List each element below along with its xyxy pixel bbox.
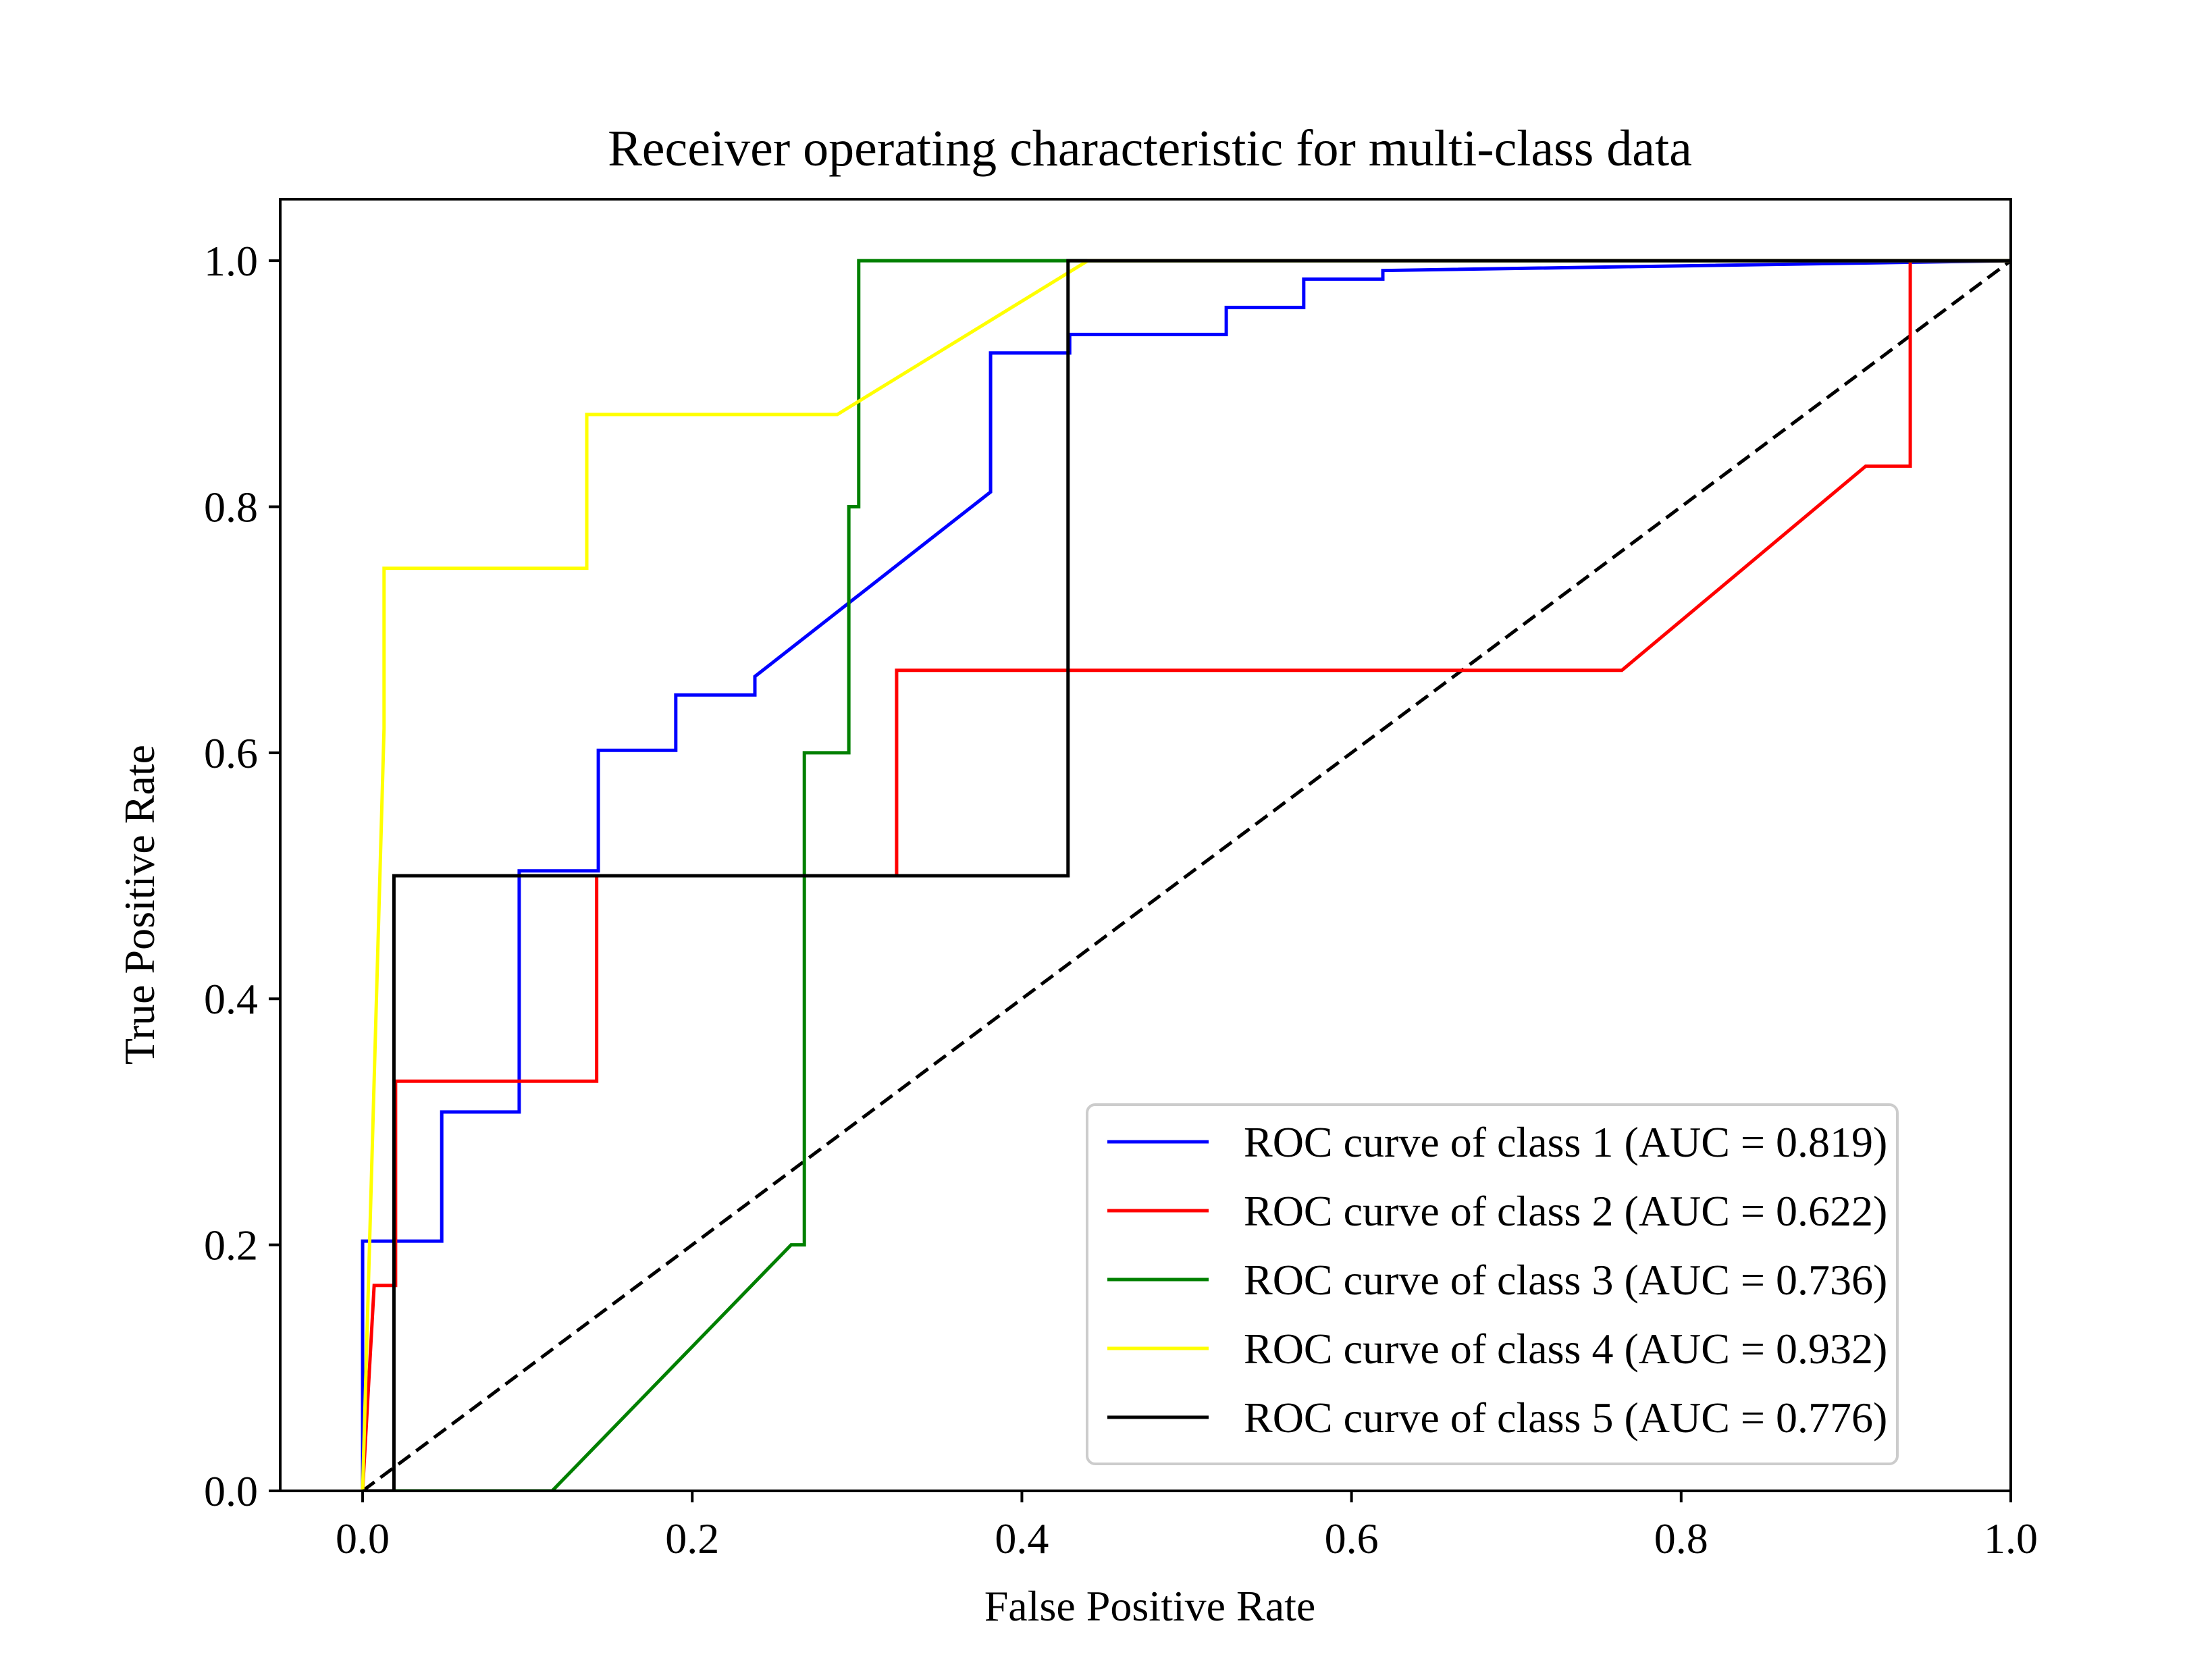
- x-tick-label: 0.6: [1325, 1515, 1379, 1562]
- series-line-class-5: [363, 259, 2011, 1491]
- series-line-class-3: [363, 259, 2011, 1491]
- x-tick-label: 0.8: [1654, 1515, 1708, 1562]
- legend-label: ROC curve of class 1 (AUC = 0.819): [1244, 1118, 1887, 1166]
- plot-frame: [279, 198, 2012, 1492]
- legend-item-class-4: ROC curve of class 4 (AUC = 0.932): [1107, 1325, 1887, 1373]
- y-tick-label: 0.6: [204, 729, 258, 777]
- x-tick-label: 0.0: [336, 1515, 390, 1562]
- y-tick-label: 1.0: [204, 237, 258, 285]
- x-axis-ticks: 0.0 0.2 0.4 0.6 0.8 1.0: [336, 1491, 2038, 1562]
- y-tick-label: 0.2: [204, 1221, 258, 1269]
- series-line-class-4: [361, 259, 2011, 1491]
- x-tick-label: 1.0: [1984, 1515, 2038, 1562]
- legend-label: ROC curve of class 4 (AUC = 0.932): [1244, 1325, 1887, 1373]
- chance-diagonal-line: [361, 259, 2011, 1491]
- y-axis-label: True Positive Rate: [115, 745, 163, 1065]
- x-tick-label: 0.4: [995, 1515, 1049, 1562]
- legend-label: ROC curve of class 2 (AUC = 0.622): [1244, 1187, 1887, 1235]
- legend-item-class-2: ROC curve of class 2 (AUC = 0.622): [1107, 1187, 1887, 1235]
- series-layer: [361, 259, 2011, 1491]
- y-tick-label: 0.0: [204, 1467, 258, 1515]
- x-axis-label: False Positive Rate: [984, 1582, 1316, 1630]
- reference-layer: [361, 259, 2011, 1491]
- chart-title: Receiver operating characteristic for mu…: [608, 120, 1692, 177]
- legend: ROC curve of class 1 (AUC = 0.819) ROC cu…: [1086, 1103, 1899, 1465]
- series-line-class-1: [361, 259, 2011, 1491]
- legend-item-class-1: ROC curve of class 1 (AUC = 0.819): [1107, 1118, 1887, 1166]
- legend-item-class-5: ROC curve of class 5 (AUC = 0.776): [1107, 1394, 1887, 1442]
- y-axis-ticks: 0.0 0.2 0.4 0.6 0.8 1.0: [204, 237, 280, 1515]
- legend-label: ROC curve of class 3 (AUC = 0.736): [1244, 1256, 1887, 1304]
- legend-box: [1086, 1103, 1899, 1465]
- y-tick-label: 0.8: [204, 483, 258, 531]
- y-tick-label: 0.4: [204, 975, 258, 1023]
- x-tick-label: 0.2: [665, 1515, 719, 1562]
- legend-label: ROC curve of class 5 (AUC = 0.776): [1244, 1394, 1887, 1442]
- legend-item-class-3: ROC curve of class 3 (AUC = 0.736): [1107, 1256, 1887, 1304]
